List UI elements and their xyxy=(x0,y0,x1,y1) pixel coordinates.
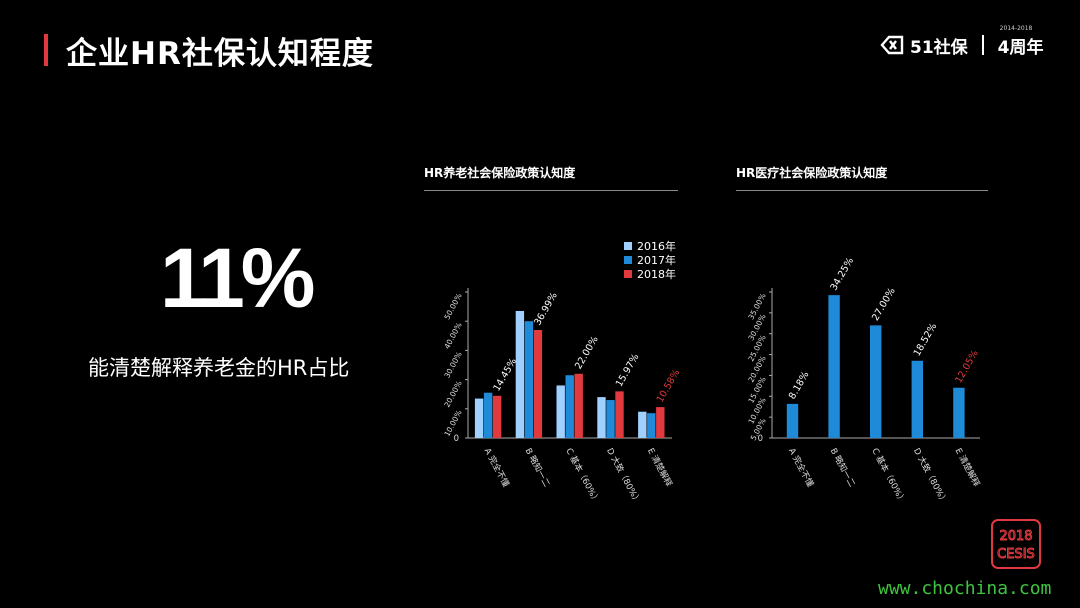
legend-swatch-0-2 xyxy=(624,270,632,278)
data-label-1-0: 8.18% xyxy=(787,370,812,402)
bar-1-2-0 xyxy=(870,325,882,438)
data-label-0-2: 22.00% xyxy=(573,334,601,371)
bar-0-2-2 xyxy=(574,373,583,438)
data-label-1-1: 34.25% xyxy=(828,256,856,293)
category-label-0-4: E 清楚解释 xyxy=(645,446,675,489)
y-tick-label-1-0: 0 xyxy=(758,434,763,444)
brand-logo: 51社保 2014-2018 4周年 xyxy=(880,25,1050,60)
legend-label-0-2: 2018年 xyxy=(637,267,676,281)
y-tick-label-0-5: 50.00% xyxy=(442,292,463,321)
bar-0-1-2 xyxy=(533,329,543,438)
highlight-value: 11% xyxy=(160,231,315,325)
data-label-0-1: 36.99% xyxy=(532,291,560,328)
legend-label-0-1: 2017年 xyxy=(637,253,676,267)
category-label-0-0: A 完全不懂 xyxy=(482,446,512,489)
category-label-1-1: B 略知一二 xyxy=(828,446,858,489)
category-label-0-3: D 大致（80%） xyxy=(604,446,643,506)
category-label-1-2: C 基本（60%） xyxy=(869,446,908,505)
anniversary-range: 2014-2018 xyxy=(999,24,1033,32)
data-label-0-0: 14.45% xyxy=(491,356,519,393)
cesis-badge: 2018 CESIS xyxy=(991,519,1041,569)
bar-0-3-0 xyxy=(597,397,606,438)
bar-0-0-0 xyxy=(474,398,484,438)
bar-0-1-0 xyxy=(515,310,525,438)
data-label-0-3: 15.97% xyxy=(614,352,642,389)
bar-0-2-0 xyxy=(556,385,565,438)
legend-swatch-0-0 xyxy=(624,242,632,250)
bar-0-3-2 xyxy=(615,391,624,438)
data-label-0-4: 10.58% xyxy=(655,368,683,405)
chart-title-rule-pension xyxy=(424,190,678,191)
category-label-1-0: A 完全不懂 xyxy=(786,446,816,489)
cesis-badge-name: CESIS xyxy=(997,547,1035,562)
chart-title-pension: HR养老社会保险政策认知度 xyxy=(424,166,576,180)
bar-1-1-0 xyxy=(828,295,840,438)
chart-title-medical: HR医疗社会保险政策认知度 xyxy=(736,166,888,180)
category-label-1-4: E 清楚解释 xyxy=(953,446,983,489)
bar-0-4-0 xyxy=(638,411,647,438)
anniversary-mark: 2014-2018 4周年 xyxy=(997,25,1044,58)
brand-mark-icon xyxy=(880,35,904,55)
bar-0-4-2 xyxy=(656,407,665,438)
bar-1-0-0 xyxy=(786,403,799,438)
y-tick-label-0-4: 40.00% xyxy=(442,321,463,350)
bar-0-0-2 xyxy=(492,395,502,438)
bar-1-3-0 xyxy=(911,360,923,438)
category-label-1-3: D 大致（80%） xyxy=(911,446,950,506)
bar-0-0-1 xyxy=(483,392,493,438)
legend-label-0-0: 2016年 xyxy=(637,239,676,253)
data-label-1-2: 27.00% xyxy=(870,286,898,323)
bar-0-4-1 xyxy=(647,413,656,438)
anniversary-text: 4周年 xyxy=(997,37,1044,58)
bar-0-1-1 xyxy=(524,321,534,438)
category-label-0-1: B 略知一二 xyxy=(523,446,553,489)
category-label-0-2: C 基本（60%） xyxy=(563,446,602,505)
data-label-1-3: 18.52% xyxy=(912,321,940,358)
brand-name: 51社保 xyxy=(910,37,968,58)
legend-swatch-0-1 xyxy=(624,256,632,264)
data-label-1-4: 12.05% xyxy=(953,348,981,385)
watermark: www.chochina.com xyxy=(878,578,1052,599)
y-tick-label-0-3: 30.00% xyxy=(442,350,463,379)
highlight-caption: 能清楚解释养老金的HR占比 xyxy=(88,356,350,380)
chart-title-rule-medical xyxy=(736,190,988,191)
cesis-badge-year: 2018 xyxy=(999,529,1032,544)
title-accent-bar xyxy=(44,34,48,66)
bar-0-3-1 xyxy=(606,400,615,438)
logo-divider xyxy=(981,35,984,55)
y-tick-label-0-0: 0 xyxy=(454,434,459,444)
page-title: 企业HR社保认知程度 xyxy=(66,36,374,72)
bar-0-2-1 xyxy=(565,375,574,438)
bar-1-4-0 xyxy=(953,387,965,438)
y-tick-label-0-2: 20.00% xyxy=(442,379,463,408)
